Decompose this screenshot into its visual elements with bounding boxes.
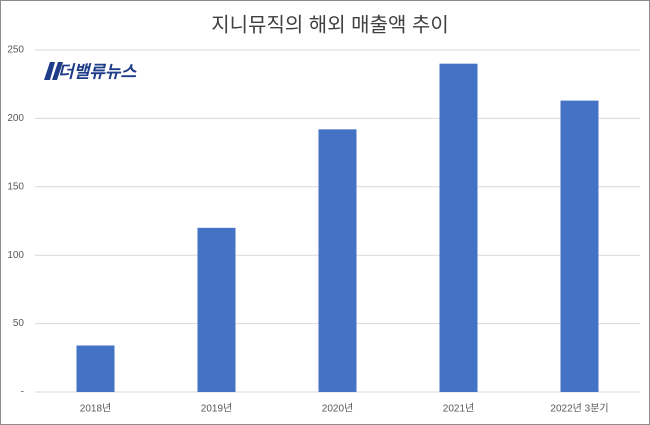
x-tick-label: 2021년 bbox=[443, 403, 474, 415]
y-tick-label: 100 bbox=[7, 250, 24, 261]
bar bbox=[76, 345, 115, 392]
chart-title: 지니뮤직의 해외 매출액 추이 bbox=[211, 13, 448, 36]
y-tick-label: 200 bbox=[7, 113, 24, 124]
logo-mark bbox=[44, 62, 63, 80]
y-tick-label: 150 bbox=[7, 181, 24, 192]
x-tick-label: 2020년 bbox=[322, 403, 353, 415]
bar bbox=[560, 100, 599, 392]
bar bbox=[318, 129, 357, 392]
x-tick-label: 2022년 3분기 bbox=[550, 403, 608, 415]
logo: 더밸류뉴스 bbox=[58, 62, 138, 81]
bar bbox=[439, 63, 478, 393]
bar bbox=[197, 227, 236, 392]
y-tick-label: 50 bbox=[13, 318, 25, 329]
x-tick-label: 2018년 bbox=[80, 403, 111, 415]
y-tick-label: 250 bbox=[7, 45, 24, 56]
x-tick-label: 2019년 bbox=[201, 403, 232, 415]
y-tick-label: - bbox=[21, 387, 24, 398]
